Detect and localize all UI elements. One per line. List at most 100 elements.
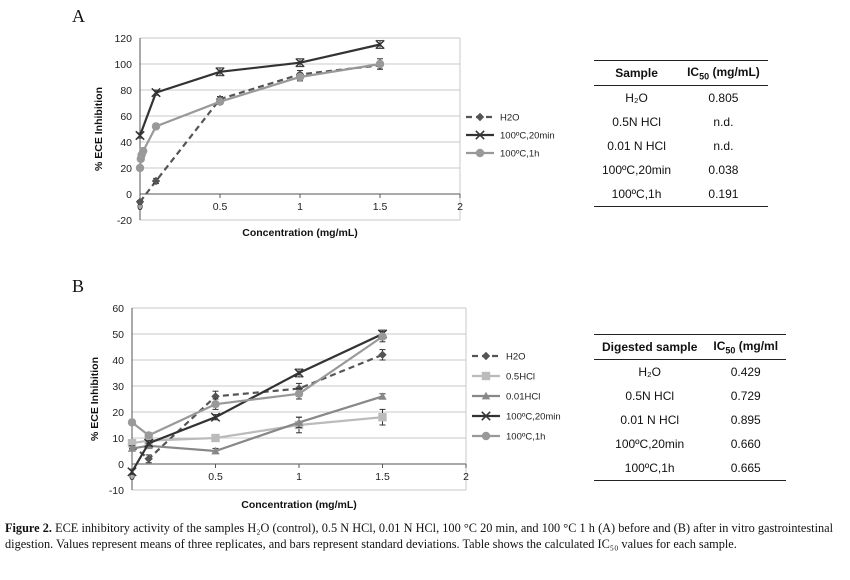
- marker-stroke: [151, 87, 161, 98]
- x-tick-label: 1.5: [375, 471, 390, 483]
- table-cell-ic50: 0.660: [730, 437, 761, 452]
- marker-stroke: [475, 130, 485, 140]
- marker-stroke: [215, 67, 225, 77]
- marker-stroke: [375, 39, 385, 50]
- legend-label: 0.01HCl: [506, 392, 540, 403]
- table-cell-ic50: n.d.: [713, 115, 734, 130]
- y-tick-label: 60: [120, 111, 132, 123]
- chart-b: -10 0 10 20 30 40 50 60 0 0.5 1 1.5 2 Concentration (…: [89, 303, 561, 511]
- data-point: [210, 412, 221, 422]
- chart-a: -20 0 20 40 60 80 100 120 0 0.5 1 1.5 2 Concentration…: [93, 33, 555, 239]
- data-point: [144, 431, 153, 440]
- table-cell-ic50: 0.665: [705, 456, 787, 482]
- data-point: [295, 57, 305, 68]
- y-tick-label: 50: [112, 329, 124, 341]
- data-point: [294, 389, 304, 398]
- x-tick-label: 0.5: [208, 471, 223, 483]
- legend-marker: [481, 391, 491, 400]
- data-point: [151, 176, 161, 186]
- data-point: [211, 392, 220, 401]
- y-tick-label: 40: [120, 137, 132, 149]
- table-row: 0.01 N HCl n.d.: [594, 134, 768, 158]
- series-line: [131, 353, 383, 461]
- data-point: [127, 467, 137, 477]
- y-tick-label: 20: [120, 163, 132, 175]
- data-point: [375, 39, 385, 50]
- table-cell-sample: 100ºC,1h: [594, 456, 706, 482]
- series-2: [135, 58, 385, 173]
- y-tick-label: 80: [120, 85, 132, 97]
- series-0: [135, 60, 385, 206]
- legend-label: 0.5HCl: [506, 372, 535, 383]
- y-tick-label: 100: [114, 59, 132, 71]
- table-a-header-sample: Sample: [594, 59, 680, 87]
- x-tick-label: 1: [296, 471, 302, 483]
- data-point: [135, 130, 145, 141]
- marker-stroke: [143, 438, 154, 448]
- data-point: [215, 97, 225, 106]
- legend-label: H2O: [500, 113, 520, 124]
- x-tick-label: 2: [463, 471, 469, 483]
- panel-a-label: A: [72, 6, 85, 26]
- y-tick-label: 30: [112, 381, 124, 393]
- data-point: [151, 122, 161, 131]
- table-row: 0.5N HCl 0.729: [594, 384, 786, 408]
- figure-caption: Figure 2. ECE inhibitory activity of the…: [5, 520, 833, 552]
- ic50-table-a: Sample IC50 (mg/mL) H₂O 0.805 0.5N HCl n.d…: [594, 59, 768, 208]
- table-cell-sample: 0.5N HCl: [625, 389, 675, 404]
- panel-b-label: B: [72, 276, 85, 296]
- caption-text: ECE inhibitory activity of the samples H…: [5, 521, 834, 551]
- y-tick-label: -20: [117, 215, 132, 227]
- table-cell-sample: 100ºC,1h: [594, 182, 680, 208]
- series-1: [135, 39, 385, 141]
- y-tick-label: 40: [112, 355, 124, 367]
- table-row: 0.5N HCl n.d.: [594, 110, 768, 134]
- marker-stroke: [294, 368, 304, 378]
- data-point: [378, 350, 387, 359]
- data-point: [211, 446, 220, 455]
- x-tick-label: 0: [129, 471, 135, 483]
- data-point: [127, 439, 137, 448]
- data-point: [378, 332, 387, 341]
- table-cell-sample: 100ºC,20min: [615, 437, 685, 452]
- table-cell-ic50: 0.895: [730, 413, 761, 428]
- data-point: [378, 392, 387, 400]
- marker-stroke: [135, 130, 145, 141]
- table-cell-sample: 0.5N HCl: [612, 115, 661, 130]
- table-cell-ic50: n.d.: [713, 139, 734, 154]
- y-tick-label: 120: [114, 33, 132, 45]
- legend-label: 100ºC,20min: [506, 412, 561, 423]
- data-point: [127, 444, 137, 452]
- series-line: [131, 333, 383, 473]
- data-point: [294, 368, 304, 378]
- legend-marker: [475, 130, 485, 140]
- table-cell-sample: 0.01 N HCl: [620, 413, 680, 428]
- x-tick-label: 0.5: [213, 201, 228, 213]
- y-tick-label: 20: [112, 407, 124, 419]
- legend-marker: [475, 148, 485, 158]
- data-point: [375, 59, 385, 69]
- series-2: [127, 392, 387, 455]
- data-point: [211, 433, 220, 443]
- table-cell-sample: 0.01 N HCl: [607, 139, 666, 154]
- table-cell-ic50: 0.038: [708, 163, 739, 178]
- table-cell-sample: 100ºC,20min: [602, 163, 672, 178]
- y-axis-title: % ECE Inhibition: [89, 357, 101, 441]
- x-tick-label: 1.5: [373, 201, 388, 213]
- table-row: H₂O 0.429: [594, 360, 786, 385]
- table-row: 100ºC,1h 0.191: [594, 182, 768, 208]
- data-point: [215, 67, 225, 77]
- series-line: [131, 395, 383, 453]
- table-cell-ic50: 0.191: [679, 182, 768, 208]
- table-b-header-ic50: IC50 (mg/ml: [705, 333, 787, 361]
- y-tick-label: -10: [109, 485, 124, 497]
- series-3: [127, 329, 388, 477]
- x-tick-label: 1: [297, 201, 303, 213]
- table-a-header-ic50: IC50 (mg/mL): [679, 59, 768, 87]
- data-point: [135, 197, 145, 206]
- data-point: [295, 72, 305, 82]
- data-point: [378, 413, 387, 422]
- caption-label: Figure 2.: [5, 521, 52, 535]
- legend-marker: [481, 431, 491, 441]
- y-tick-label: 0: [118, 459, 124, 471]
